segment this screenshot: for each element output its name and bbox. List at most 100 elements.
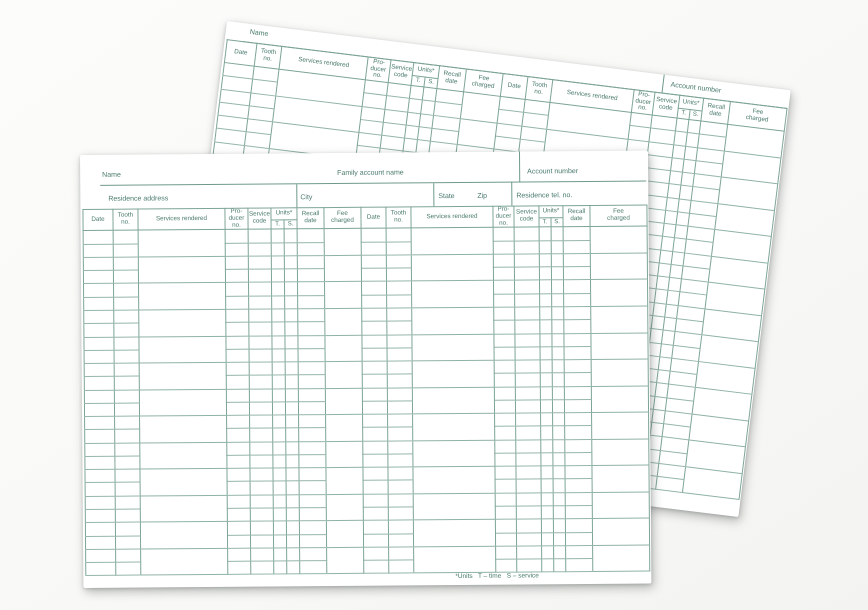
entry-cell-service-code (248, 295, 272, 310)
entry-cell-service-code (514, 227, 540, 241)
entry-cell-service-code (516, 519, 542, 533)
entry-cell-producer-no (227, 508, 251, 522)
entry-cell-tooth-no (387, 387, 413, 401)
entry-cell-units-s (284, 255, 298, 270)
entry-cell-units-t (272, 428, 286, 442)
entry-cell-tooth-no (113, 336, 140, 351)
entry-cell-recall-date (297, 242, 325, 256)
entry-cell-service-code (248, 308, 272, 323)
entry-cell-service-code (249, 415, 273, 429)
entry-cell-fee-charged (591, 438, 649, 466)
entry-cell-tooth-no (113, 283, 139, 297)
entry-cell-recall-date (564, 386, 592, 400)
entry-cell-fee-charged (325, 387, 363, 415)
entry-cell-date (85, 562, 116, 576)
entry-cell-units-t (540, 399, 553, 414)
entry-cell-date (83, 283, 114, 298)
entry-cell-tooth-no (113, 323, 139, 337)
entry-cell-producer-no (494, 439, 516, 454)
entry-cell-date (361, 281, 387, 296)
entry-cell-tooth-no (386, 254, 412, 269)
residence-tel-label: Residence tel. no. (516, 192, 573, 200)
entry-cell-units-s (286, 481, 300, 495)
entry-cell-units-t (273, 534, 287, 548)
entry-cell-services-rendered (412, 386, 495, 415)
entry-cell-recall-date (298, 374, 326, 389)
entry-cell-units-t (271, 269, 285, 283)
entry-cell-date (84, 456, 115, 470)
entry-cell-units-t (541, 532, 554, 546)
entry-cell-units-t (539, 240, 552, 254)
entry-cell-services-rendered (139, 415, 227, 443)
entry-cell-tooth-no (114, 402, 140, 417)
entry-cell-tooth-no (115, 482, 141, 496)
entry-cell-recall-date (297, 335, 326, 349)
entry-cell-producer-no (225, 256, 249, 270)
entry-cell-units-s (285, 401, 299, 416)
entry-cell-tooth-no (113, 256, 139, 271)
entry-cell-date (361, 228, 387, 242)
entry-cell-units-s (551, 333, 565, 347)
divider-line (518, 151, 521, 183)
entry-cell-tooth-no (114, 363, 140, 377)
entry-cell-fee-charged (324, 334, 363, 362)
entry-cell-service-code (250, 521, 274, 535)
entry-cell-tooth-no (114, 469, 141, 483)
entry-cell-units-t (273, 481, 287, 495)
entry-cell-date (83, 230, 114, 245)
entry-cell-tooth-no (386, 241, 412, 256)
entry-cell-producer-no (494, 386, 516, 401)
entry-cell-recall-date (297, 255, 325, 269)
entry-cell-producer-no (493, 333, 516, 348)
column-header-fee-charged: Fee charged (589, 205, 648, 227)
entry-cell-date (361, 334, 388, 349)
entry-cell-recall-date (299, 481, 327, 495)
entry-cell-producer-no (225, 335, 250, 350)
entry-cell-units-t (273, 507, 287, 522)
entry-cell-units-t (539, 333, 553, 347)
entry-cell-units-t (271, 229, 285, 243)
entry-cell-service-code (514, 320, 540, 334)
entry-cell-recall-date (655, 476, 685, 493)
entry-cell-fee-charged (326, 493, 364, 521)
entry-cell-producer-no (495, 545, 517, 560)
column-header-recall-date: Recall date (700, 98, 731, 125)
entry-cell-service-code (248, 229, 272, 243)
entry-cell-date (84, 469, 116, 483)
entry-cell-service-code (515, 466, 542, 480)
entry-cell-recall-date (563, 226, 591, 241)
entry-cell-service-code (516, 545, 542, 560)
column-header-service-code: Service code (652, 92, 680, 119)
entry-cell-recall-date (298, 401, 326, 415)
entry-cell-units-s (284, 268, 298, 283)
entry-cell-services-rendered (411, 307, 494, 335)
column-header-services-rendered: Services rendered (137, 208, 226, 231)
entry-cell-producer-no (227, 547, 251, 562)
entry-cell-units-s (284, 295, 298, 309)
entry-cell-tooth-no (387, 400, 413, 415)
entry-cell-units-s (553, 545, 566, 559)
entry-cell-recall-date (298, 361, 326, 376)
entry-cell-service-code (250, 561, 274, 575)
entry-cell-units-s (552, 452, 565, 466)
column-header-units-s: S. (284, 220, 298, 230)
entry-cell-producer-no (226, 362, 250, 376)
entry-cell-producer-no (226, 441, 250, 456)
entry-cell-recall-date (563, 240, 591, 254)
entry-cell-service-code (248, 242, 272, 257)
entry-cell-service-code (249, 468, 274, 482)
entry-cell-units-s (286, 547, 300, 561)
entry-cell-producer-no (226, 468, 251, 482)
entry-cell-units-t (541, 558, 554, 573)
column-header-tooth-no: Tooth no. (112, 209, 139, 231)
entry-cell-service-code (249, 454, 273, 469)
entry-cell-recall-date (564, 465, 593, 480)
entry-cell-service-code (249, 428, 273, 442)
entry-cell-date (84, 429, 115, 444)
entry-cell-producer-no (495, 519, 517, 533)
entry-cell-units-s (551, 280, 564, 294)
entry-cell-units-s (286, 534, 300, 548)
entry-cell-recall-date (298, 454, 326, 468)
entry-cell-tooth-no (388, 493, 414, 508)
column-header-recall-date: Recall date (562, 205, 591, 228)
